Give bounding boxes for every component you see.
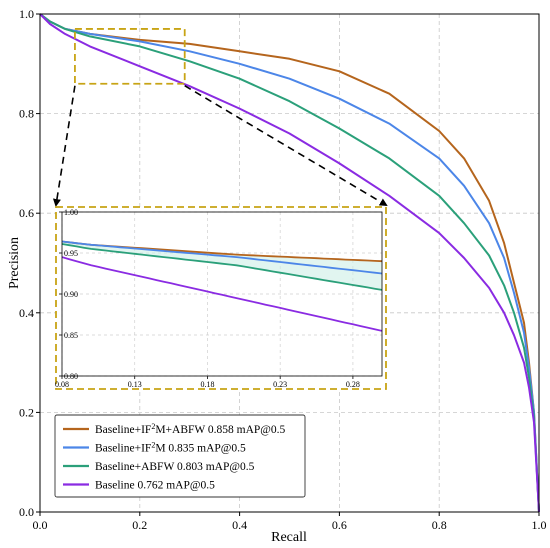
main-series-lines <box>39 13 540 513</box>
series-line-4 <box>39 13 540 513</box>
y-tick-label: 1.0 <box>19 7 34 21</box>
inset-y-tick-label: 0.80 <box>64 372 78 381</box>
main-ticks: 0.0 0.2 0.4 0.6 0.8 1.0 0.0 0.2 0.4 0.6 0.8 1.0 <box>19 7 547 532</box>
zoom-arrow-right <box>184 85 388 207</box>
legend-box <box>54 414 306 498</box>
inset-series-line-4 <box>62 256 382 332</box>
x-axis-label: Recall <box>271 530 307 545</box>
zoom-region-rect <box>74 28 186 85</box>
inset-series-line-2 <box>62 240 382 275</box>
y-tick-label: 0.0 <box>19 505 34 519</box>
legend-label-3: Baseline+ABFW 0.803 mAP@0.5 <box>95 461 255 473</box>
x-tick-label: 0.6 <box>332 518 347 532</box>
inset-y-tick-label: 1.00 <box>64 208 78 217</box>
inset-x-tick-label: 0.08 <box>55 380 69 389</box>
x-tick-label: 1.0 <box>532 518 547 532</box>
legend-label-2: Baseline+IF2M 0.835 mAP@0.5 <box>95 440 246 455</box>
y-tick-label: 0.4 <box>19 306 34 320</box>
inset-frame <box>61 211 383 377</box>
y-axis-label: Precision <box>7 237 22 289</box>
y-tick-label: 0.8 <box>19 107 34 121</box>
inset-x-tick-label: 0.28 <box>346 380 360 389</box>
x-tick-label: 0.4 <box>232 518 247 532</box>
y-tick-label: 0.2 <box>19 405 34 419</box>
x-tick-label: 0.8 <box>432 518 447 532</box>
series-line-3 <box>39 13 540 513</box>
zoom-connector-arrows <box>52 85 388 207</box>
zoom-inset: 0.08 0.13 0.18 0.23 0.28 0.80 0.85 0.90 0.95 1.00 <box>55 206 387 390</box>
inset-y-tick-label: 0.90 <box>64 290 78 299</box>
x-tick-label: 0.0 <box>33 518 48 532</box>
inset-x-tick-label: 0.18 <box>200 380 214 389</box>
series-line-2 <box>39 13 540 513</box>
inset-band-fill <box>62 241 382 290</box>
inset-x-tick-label: 0.13 <box>128 380 142 389</box>
inset-y-tick-label: 0.95 <box>64 249 78 258</box>
legend-label-4: Baseline 0.762 mAP@0.5 <box>95 480 215 492</box>
y-tick-label: 0.6 <box>19 206 34 220</box>
inset-y-tick-label: 0.85 <box>64 331 78 340</box>
inset-outer-box <box>55 206 387 390</box>
inset-series-line-3 <box>62 243 382 291</box>
inset-x-tick-label: 0.23 <box>273 380 287 389</box>
zoom-source-box <box>74 28 186 85</box>
legend: Baseline+IF2M+ABFW 0.858 mAP@0.5 Baseline… <box>54 414 306 498</box>
x-tick-label: 0.2 <box>132 518 147 532</box>
zoom-arrow-left <box>52 85 76 207</box>
legend-label-1: Baseline+IF2M+ABFW 0.858 mAP@0.5 <box>95 422 286 437</box>
plot-frame <box>39 13 540 513</box>
